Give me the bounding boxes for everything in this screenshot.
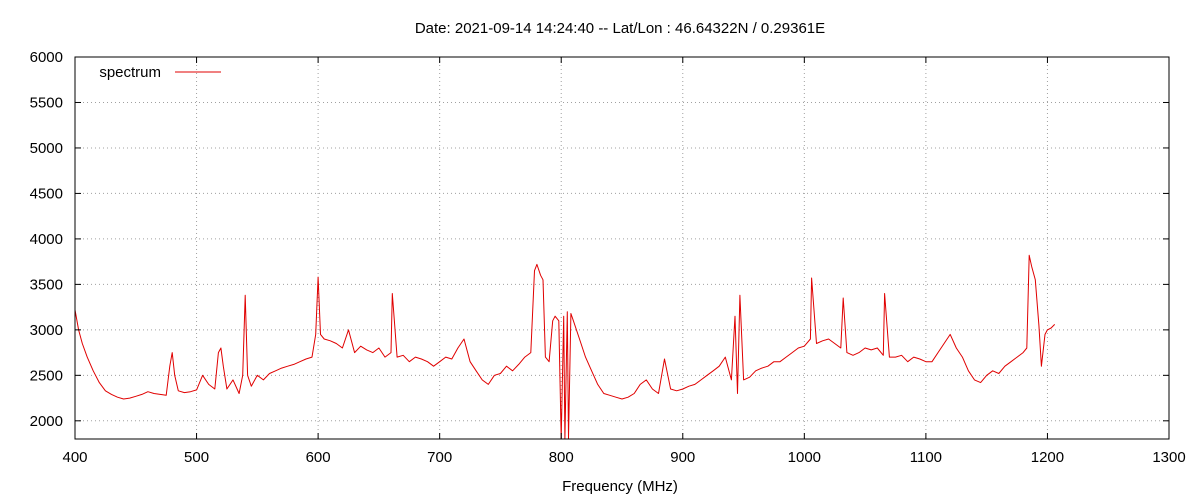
y-tick-label: 2000 bbox=[30, 413, 63, 430]
plot-frame bbox=[74, 56, 1170, 440]
x-tick-label: 400 bbox=[62, 449, 87, 466]
x-tick-label: 1000 bbox=[788, 449, 821, 466]
x-tick-label: 600 bbox=[306, 449, 331, 466]
y-tick-label: 2500 bbox=[30, 367, 63, 384]
y-tick-label: 3000 bbox=[30, 322, 63, 339]
axis-ticks: 400 500 600 700 800 900 1000 1100 1200 1300 2000 25… bbox=[30, 49, 1186, 466]
series-line-spectrum bbox=[74, 254, 1056, 440]
x-tick-label: 1200 bbox=[1031, 449, 1064, 466]
y-tick-label: 5000 bbox=[30, 140, 63, 157]
y-tick-label: 3500 bbox=[30, 276, 63, 293]
x-tick-label: 900 bbox=[670, 449, 695, 466]
y-tick-label: 4000 bbox=[30, 231, 63, 248]
legend: spectrum bbox=[99, 64, 221, 81]
x-tick-label: 1300 bbox=[1152, 449, 1185, 466]
chart-title: Date: 2021-09-14 14:24:40 -- Lat/Lon : 4… bbox=[415, 20, 825, 37]
y-tick-label: 6000 bbox=[30, 49, 63, 66]
x-tick-label: 500 bbox=[184, 449, 209, 466]
grid-lines bbox=[75, 57, 1169, 439]
series-layer bbox=[74, 254, 1056, 440]
y-tick-label: 5500 bbox=[30, 94, 63, 111]
x-tick-label: 800 bbox=[549, 449, 574, 466]
y-tick-label: 4500 bbox=[30, 185, 63, 202]
x-axis-label: Frequency (MHz) bbox=[562, 478, 678, 495]
x-tick-label: 700 bbox=[427, 449, 452, 466]
legend-label-spectrum: spectrum bbox=[99, 64, 161, 81]
x-tick-label: 1100 bbox=[910, 449, 942, 466]
